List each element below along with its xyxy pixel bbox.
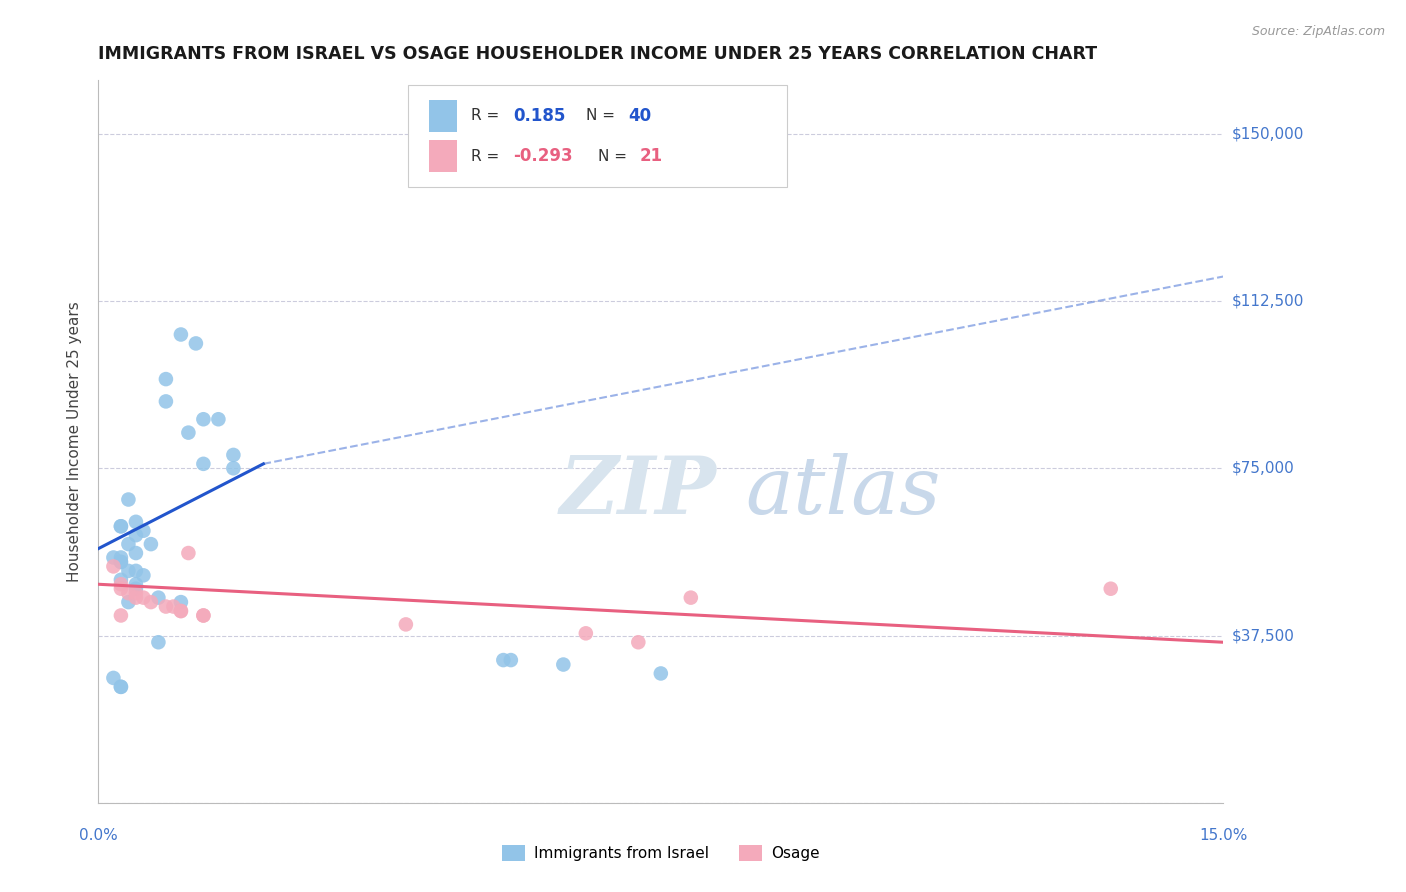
Point xyxy=(575,626,598,640)
Text: 21: 21 xyxy=(640,147,662,165)
Text: N =: N = xyxy=(598,149,627,163)
Point xyxy=(162,599,184,614)
Point xyxy=(110,680,132,694)
Text: 0.0%: 0.0% xyxy=(79,828,118,843)
Point xyxy=(207,412,229,426)
Point xyxy=(148,635,170,649)
Point xyxy=(627,635,650,649)
Point xyxy=(155,394,177,409)
Point xyxy=(139,595,162,609)
Point xyxy=(117,537,139,551)
Point xyxy=(110,555,132,569)
Text: $75,000: $75,000 xyxy=(1232,461,1295,475)
Point xyxy=(222,448,245,462)
Point xyxy=(110,577,132,591)
Text: Source: ZipAtlas.com: Source: ZipAtlas.com xyxy=(1251,25,1385,38)
Point xyxy=(125,582,148,596)
Text: IMMIGRANTS FROM ISRAEL VS OSAGE HOUSEHOLDER INCOME UNDER 25 YEARS CORRELATION CH: IMMIGRANTS FROM ISRAEL VS OSAGE HOUSEHOL… xyxy=(98,45,1098,62)
Text: $112,500: $112,500 xyxy=(1232,293,1303,309)
Text: R =: R = xyxy=(471,109,499,123)
Point xyxy=(132,591,155,605)
Point xyxy=(132,568,155,582)
Point xyxy=(499,653,522,667)
Point xyxy=(117,586,139,600)
Point xyxy=(193,608,215,623)
Text: $150,000: $150,000 xyxy=(1232,127,1303,141)
Point xyxy=(650,666,672,681)
Point xyxy=(177,546,200,560)
Point xyxy=(125,546,148,560)
Point xyxy=(170,327,193,342)
Point xyxy=(184,336,207,351)
Point xyxy=(125,577,148,591)
Point xyxy=(125,515,148,529)
Point xyxy=(132,524,155,538)
Point xyxy=(110,573,132,587)
Text: R =: R = xyxy=(471,149,499,163)
Point xyxy=(103,671,125,685)
Point xyxy=(1099,582,1122,596)
Point xyxy=(110,608,132,623)
Point xyxy=(193,457,215,471)
Text: 15.0%: 15.0% xyxy=(1199,828,1247,843)
Point xyxy=(103,559,125,574)
Text: -0.293: -0.293 xyxy=(513,147,572,165)
Point xyxy=(125,586,148,600)
Point xyxy=(125,564,148,578)
Legend: Immigrants from Israel, Osage: Immigrants from Israel, Osage xyxy=(495,839,827,867)
Point xyxy=(222,461,245,475)
Point xyxy=(155,599,177,614)
Text: 0.185: 0.185 xyxy=(513,107,565,125)
Point xyxy=(117,564,139,578)
Point xyxy=(110,550,132,565)
Point xyxy=(492,653,515,667)
Y-axis label: Householder Income Under 25 years: Householder Income Under 25 years xyxy=(67,301,83,582)
Point xyxy=(110,582,132,596)
Point xyxy=(125,528,148,542)
Point xyxy=(177,425,200,440)
Point xyxy=(110,680,132,694)
Text: 40: 40 xyxy=(628,107,651,125)
Point xyxy=(395,617,418,632)
Text: N =: N = xyxy=(586,109,616,123)
Text: $37,500: $37,500 xyxy=(1232,628,1295,643)
Point xyxy=(193,412,215,426)
Point xyxy=(155,372,177,386)
Point xyxy=(170,604,193,618)
Text: atlas: atlas xyxy=(745,453,941,531)
Point xyxy=(103,550,125,565)
Point xyxy=(170,604,193,618)
Point xyxy=(139,537,162,551)
Point xyxy=(679,591,702,605)
Point xyxy=(110,555,132,569)
Point xyxy=(170,595,193,609)
Text: ZIP: ZIP xyxy=(560,453,717,531)
Point xyxy=(117,492,139,507)
Point xyxy=(553,657,575,672)
Point xyxy=(125,591,148,605)
Point xyxy=(193,608,215,623)
Point xyxy=(110,519,132,533)
Point xyxy=(110,519,132,533)
Point xyxy=(148,591,170,605)
Point xyxy=(117,595,139,609)
